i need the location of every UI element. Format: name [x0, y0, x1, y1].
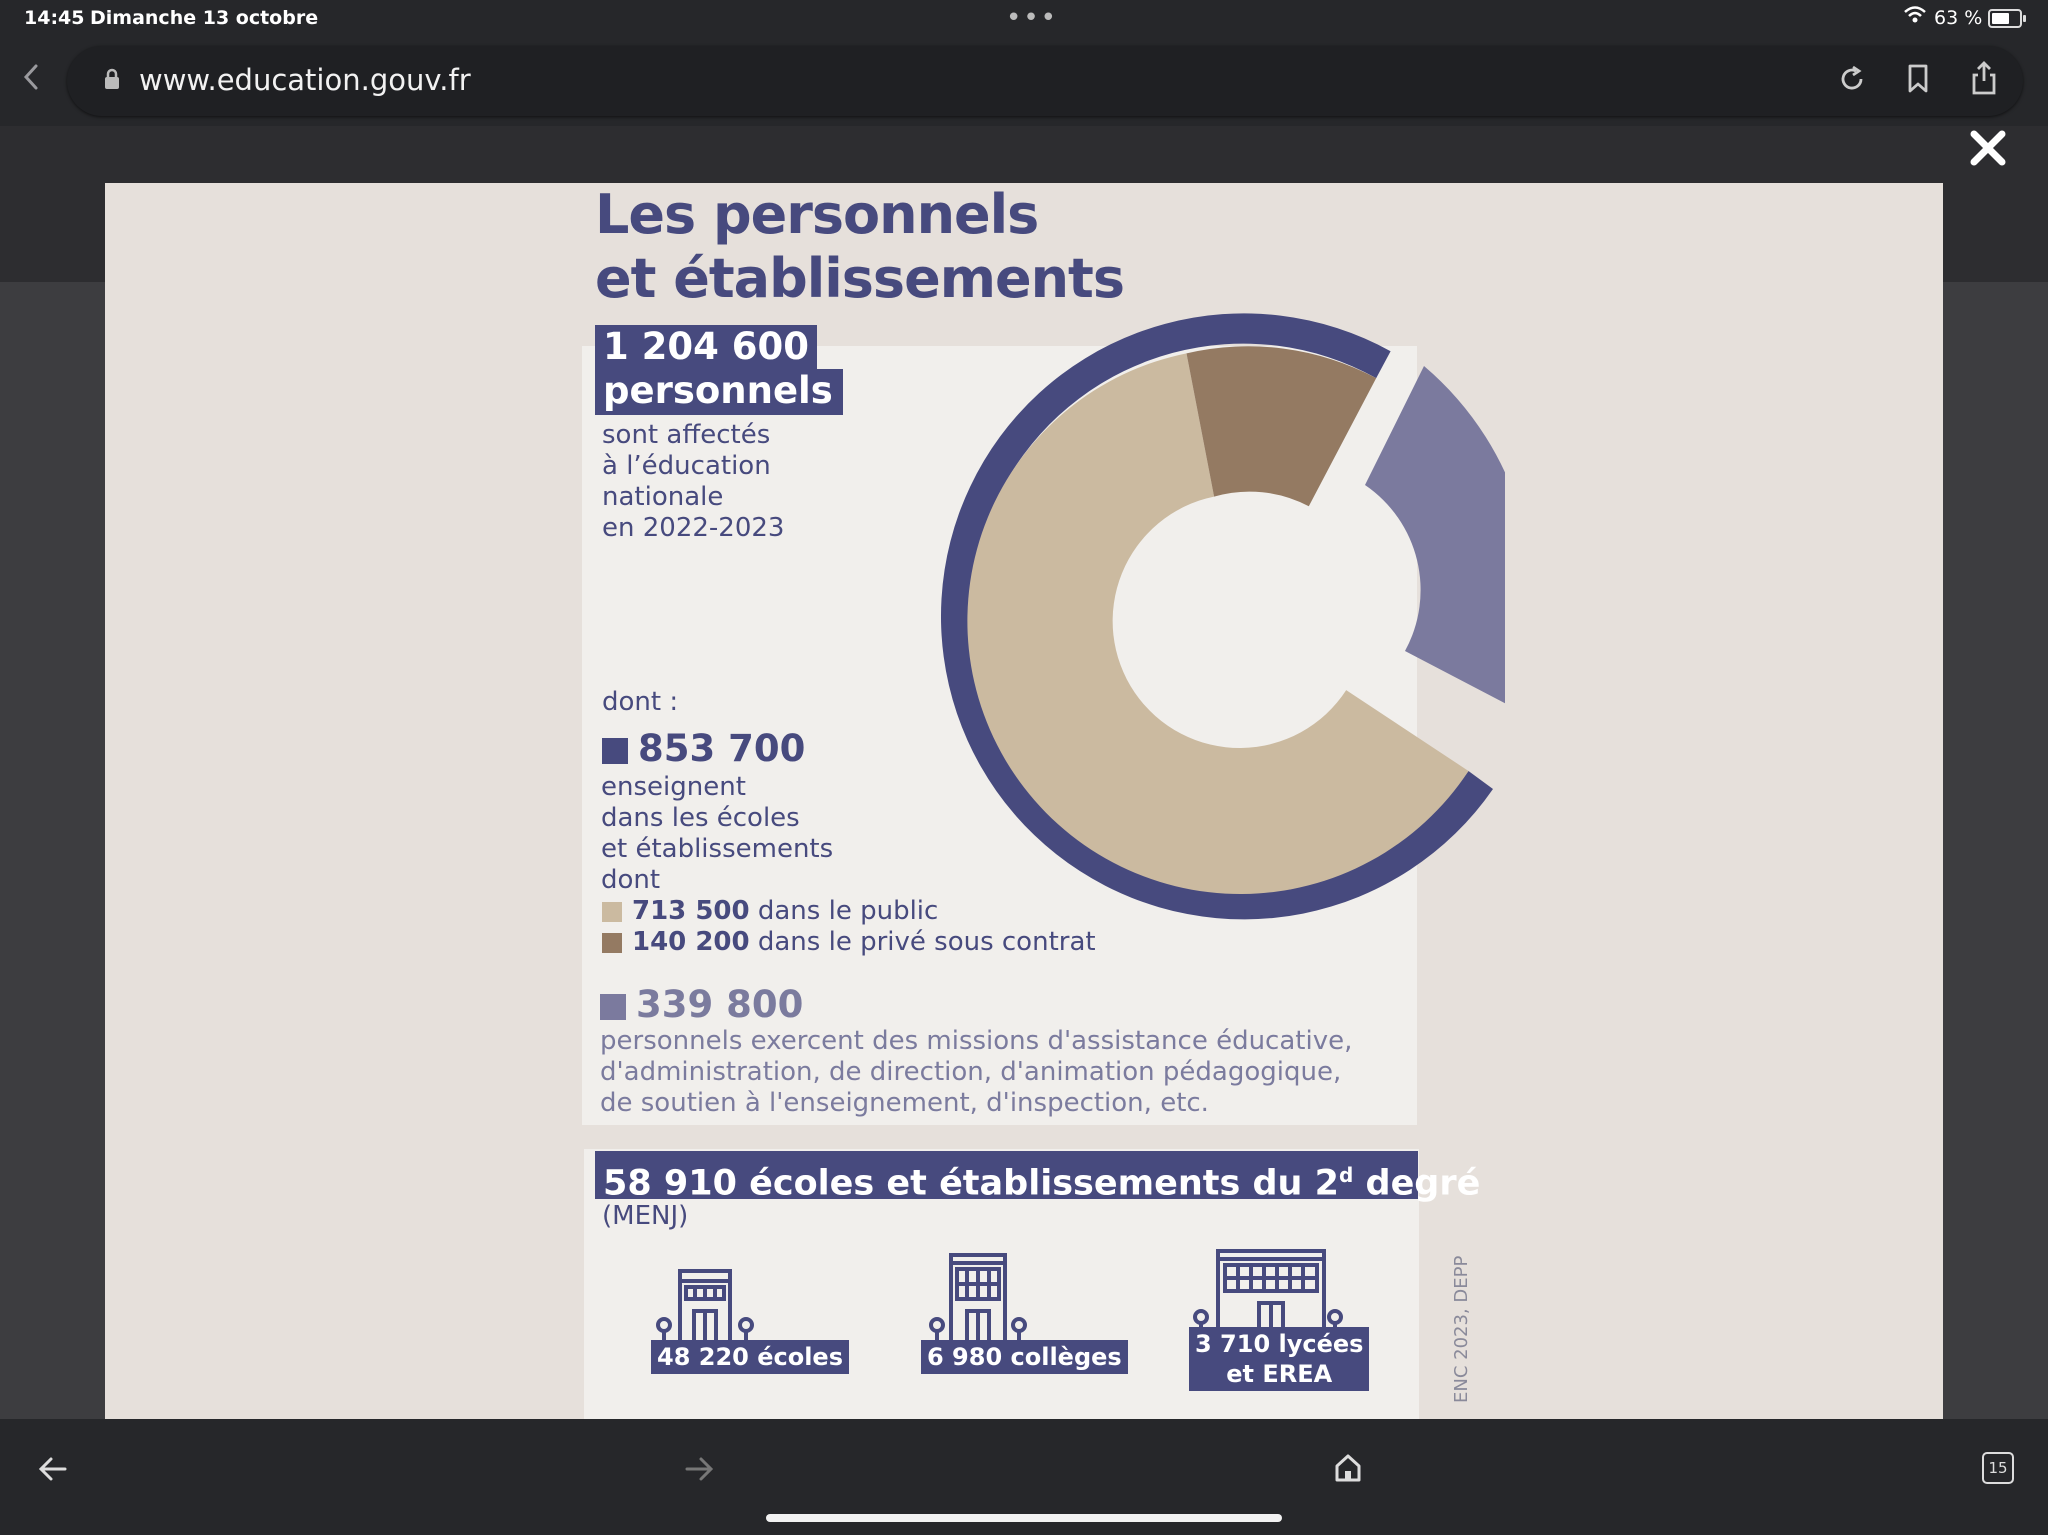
- image-viewer: Les personnels et établissements 1 204 6…: [105, 183, 1943, 1419]
- chevron-left-icon[interactable]: [20, 62, 42, 96]
- back-arrow-icon[interactable]: [38, 1455, 68, 1487]
- battery-icon: [1988, 9, 2026, 28]
- title-line-2: et établissements: [595, 247, 1125, 310]
- other-staff-description: personnels exercent des missions d'assis…: [600, 1026, 1353, 1118]
- teachers-legend-swatch: [602, 737, 628, 764]
- total-staff-number: 1 204 600: [595, 325, 817, 369]
- lock-icon: [103, 68, 121, 94]
- menj-label: (MENJ): [602, 1201, 689, 1231]
- teachers-description: enseignent dans les écoles et établissem…: [601, 772, 834, 895]
- other-staff-number: 339 800: [600, 983, 803, 1026]
- private-teachers-segment: [1186, 346, 1377, 507]
- public-teachers-segment: [967, 353, 1469, 895]
- private-teachers-row: 140 200 dans le privé sous contrat: [602, 927, 1096, 958]
- teachers-number: 853 700: [602, 727, 805, 770]
- forward-arrow-icon[interactable]: [684, 1455, 714, 1487]
- url-text[interactable]: www.education.gouv.fr: [139, 63, 471, 97]
- reload-icon[interactable]: [1837, 64, 1867, 98]
- browser-toolbar: www.education.gouv.fr: [0, 36, 2048, 126]
- private-legend-swatch: [602, 932, 622, 953]
- status-time: 14:45: [24, 7, 85, 29]
- ecoles-label: 48 220 écoles: [651, 1340, 849, 1374]
- schools-banner: 58 910 écoles et établissements du 2d de…: [595, 1151, 1480, 1204]
- home-icon[interactable]: [1334, 1453, 1362, 1487]
- other-staff-segment: [1365, 366, 1505, 704]
- status-date: Dimanche 13 octobre: [90, 7, 319, 29]
- staff-donut-chart: [940, 313, 1505, 920]
- tab-count-icon[interactable]: 15: [1982, 1452, 2014, 1484]
- status-bar: 14:45 Dimanche 13 octobre ••• 63 %: [0, 0, 2048, 36]
- browser-bottom-bar: 15: [0, 1419, 2048, 1535]
- bookmark-icon[interactable]: [1905, 63, 1931, 99]
- share-icon[interactable]: [1969, 60, 1999, 100]
- home-indicator[interactable]: [766, 1514, 1282, 1522]
- college-building-icon: [928, 1253, 1028, 1345]
- public-teachers-row: 713 500 dans le public: [602, 896, 938, 927]
- close-icon[interactable]: [1968, 128, 2008, 172]
- lycee-building-icon: [1193, 1249, 1343, 1337]
- dont-label: dont :: [602, 687, 679, 717]
- wifi-icon: [1904, 6, 1926, 29]
- title-line-1: Les personnels: [595, 183, 1039, 246]
- lycees-label: 3 710 lycées et EREA: [1189, 1327, 1370, 1391]
- multitasking-dots-icon[interactable]: •••: [1006, 3, 1059, 33]
- colleges-label: 6 980 collèges: [921, 1340, 1128, 1374]
- school-building-icon: [655, 1269, 755, 1345]
- public-legend-swatch: [602, 901, 622, 922]
- total-staff-description: sont affectés à l’éducation nationale en…: [602, 420, 785, 543]
- source-credit: ENC 2023, DEPP: [1451, 1255, 1472, 1403]
- address-bar[interactable]: www.education.gouv.fr: [67, 46, 2023, 116]
- battery-percent: 63 %: [1934, 7, 1983, 29]
- total-staff-label: personnels: [595, 369, 843, 415]
- other-staff-legend-swatch: [600, 993, 626, 1020]
- infographic-title: Les personnels et établissements: [595, 183, 1125, 311]
